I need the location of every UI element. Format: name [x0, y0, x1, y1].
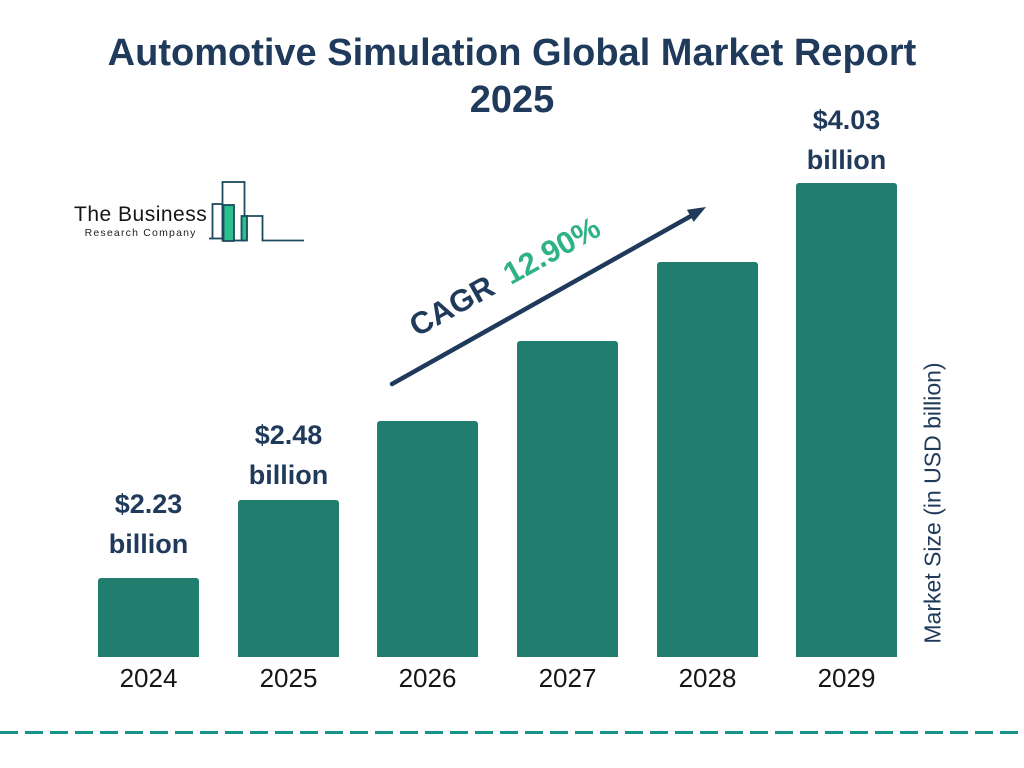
value-label-2025-amount: $2.48 — [254, 420, 323, 450]
x-tick-2029: 2029 — [817, 663, 876, 693]
company-logo-name: The Business — [74, 203, 208, 226]
logo-bars-icon — [209, 181, 305, 242]
company-logo-subname: Research Company — [84, 227, 197, 239]
x-tick-2028: 2028 — [678, 663, 737, 693]
bar-2026 — [377, 421, 478, 657]
bar-2027 — [517, 341, 618, 657]
x-tick-2026: 2026 — [398, 663, 457, 693]
cagr-annotation: CAGR12.90% — [403, 210, 606, 344]
value-label-2024-unit: billion — [108, 529, 189, 559]
value-label-2025-unit: billion — [248, 460, 329, 490]
value-label-2029: $4.03 billion — [796, 100, 897, 180]
value-label-2024: $2.23 billion — [98, 484, 199, 564]
page-title-line1: Automotive Simulation Global Market Repo… — [107, 32, 917, 74]
cagr-label: CAGR — [403, 268, 501, 344]
page-title: Automotive Simulation Global Market Repo… — [0, 30, 1024, 124]
x-tick-2024: 2024 — [119, 663, 178, 693]
value-label-2025: $2.48 billion — [238, 415, 339, 495]
value-label-2029-amount: $4.03 — [812, 105, 881, 135]
cagr-value: 12.90% — [497, 209, 607, 292]
y-axis-label: Market Size (in USD billion) — [919, 362, 946, 644]
x-tick-2025: 2025 — [259, 663, 318, 693]
bar-2025 — [238, 500, 339, 657]
bar-2024 — [98, 578, 199, 657]
page-title-line2: 2025 — [469, 79, 555, 121]
company-logo-text: The Business Research Company — [74, 203, 208, 240]
value-label-2024-amount: $2.23 — [114, 489, 183, 519]
company-logo: The Business Research Company — [74, 176, 305, 251]
value-label-2029-unit: billion — [806, 145, 887, 175]
bar-2028 — [657, 262, 758, 657]
footer-dashed-divider — [0, 731, 1024, 734]
bar-2029 — [796, 183, 897, 657]
x-tick-2027: 2027 — [538, 663, 597, 693]
